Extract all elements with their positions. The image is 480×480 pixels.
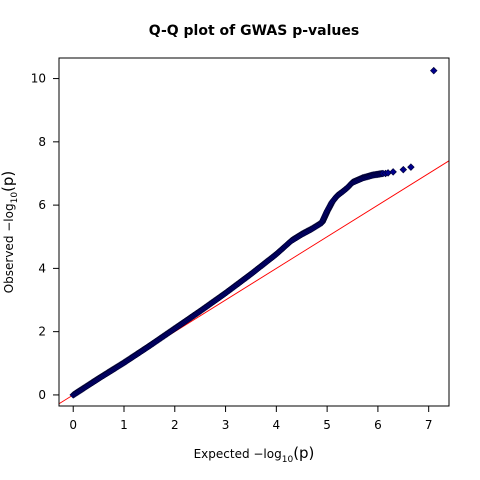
- x-tick-label: 6: [374, 418, 382, 432]
- points-layer: [69, 66, 438, 399]
- x-tick-label: 4: [273, 418, 281, 432]
- x-tick-label: 3: [222, 418, 230, 432]
- x-axis-label-suffix: (p): [293, 444, 314, 462]
- y-axis-label-prefix: Observed −log: [2, 203, 16, 293]
- x-tick-label: 0: [69, 418, 77, 432]
- qq-point: [407, 163, 415, 171]
- y-tick-label: 0: [38, 388, 46, 402]
- y-tick-label: 4: [38, 261, 46, 275]
- y-tick-label: 8: [38, 135, 46, 149]
- x-tick-label: 5: [323, 418, 331, 432]
- x-tick-label: 1: [120, 418, 128, 432]
- y-axis-label-suffix: (p): [0, 171, 17, 192]
- chart-title: Q-Q plot of GWAS p-values: [149, 23, 359, 39]
- x-axis: 0 1 2 3 4 5 6 7: [69, 406, 433, 432]
- x-axis-label-sub: 10: [282, 455, 294, 465]
- x-axis-label-prefix: Expected −log: [194, 447, 282, 461]
- x-axis-label: Expected −log10(p): [194, 444, 315, 465]
- x-tick-label: 7: [425, 418, 433, 432]
- plot-frame: [58, 57, 450, 407]
- qq-point: [389, 168, 397, 176]
- x-tick-label: 2: [171, 418, 179, 432]
- y-tick-label: 10: [31, 72, 46, 86]
- y-axis-label: Observed −log10(p): [0, 171, 20, 294]
- qq-point: [430, 66, 438, 75]
- y-tick-label: 6: [38, 198, 46, 212]
- y-axis: 0 2 4 6 8 10: [31, 72, 59, 402]
- y-axis-label-sub: 10: [10, 192, 20, 204]
- y-tick-label: 2: [38, 325, 46, 339]
- qq-point: [399, 165, 408, 174]
